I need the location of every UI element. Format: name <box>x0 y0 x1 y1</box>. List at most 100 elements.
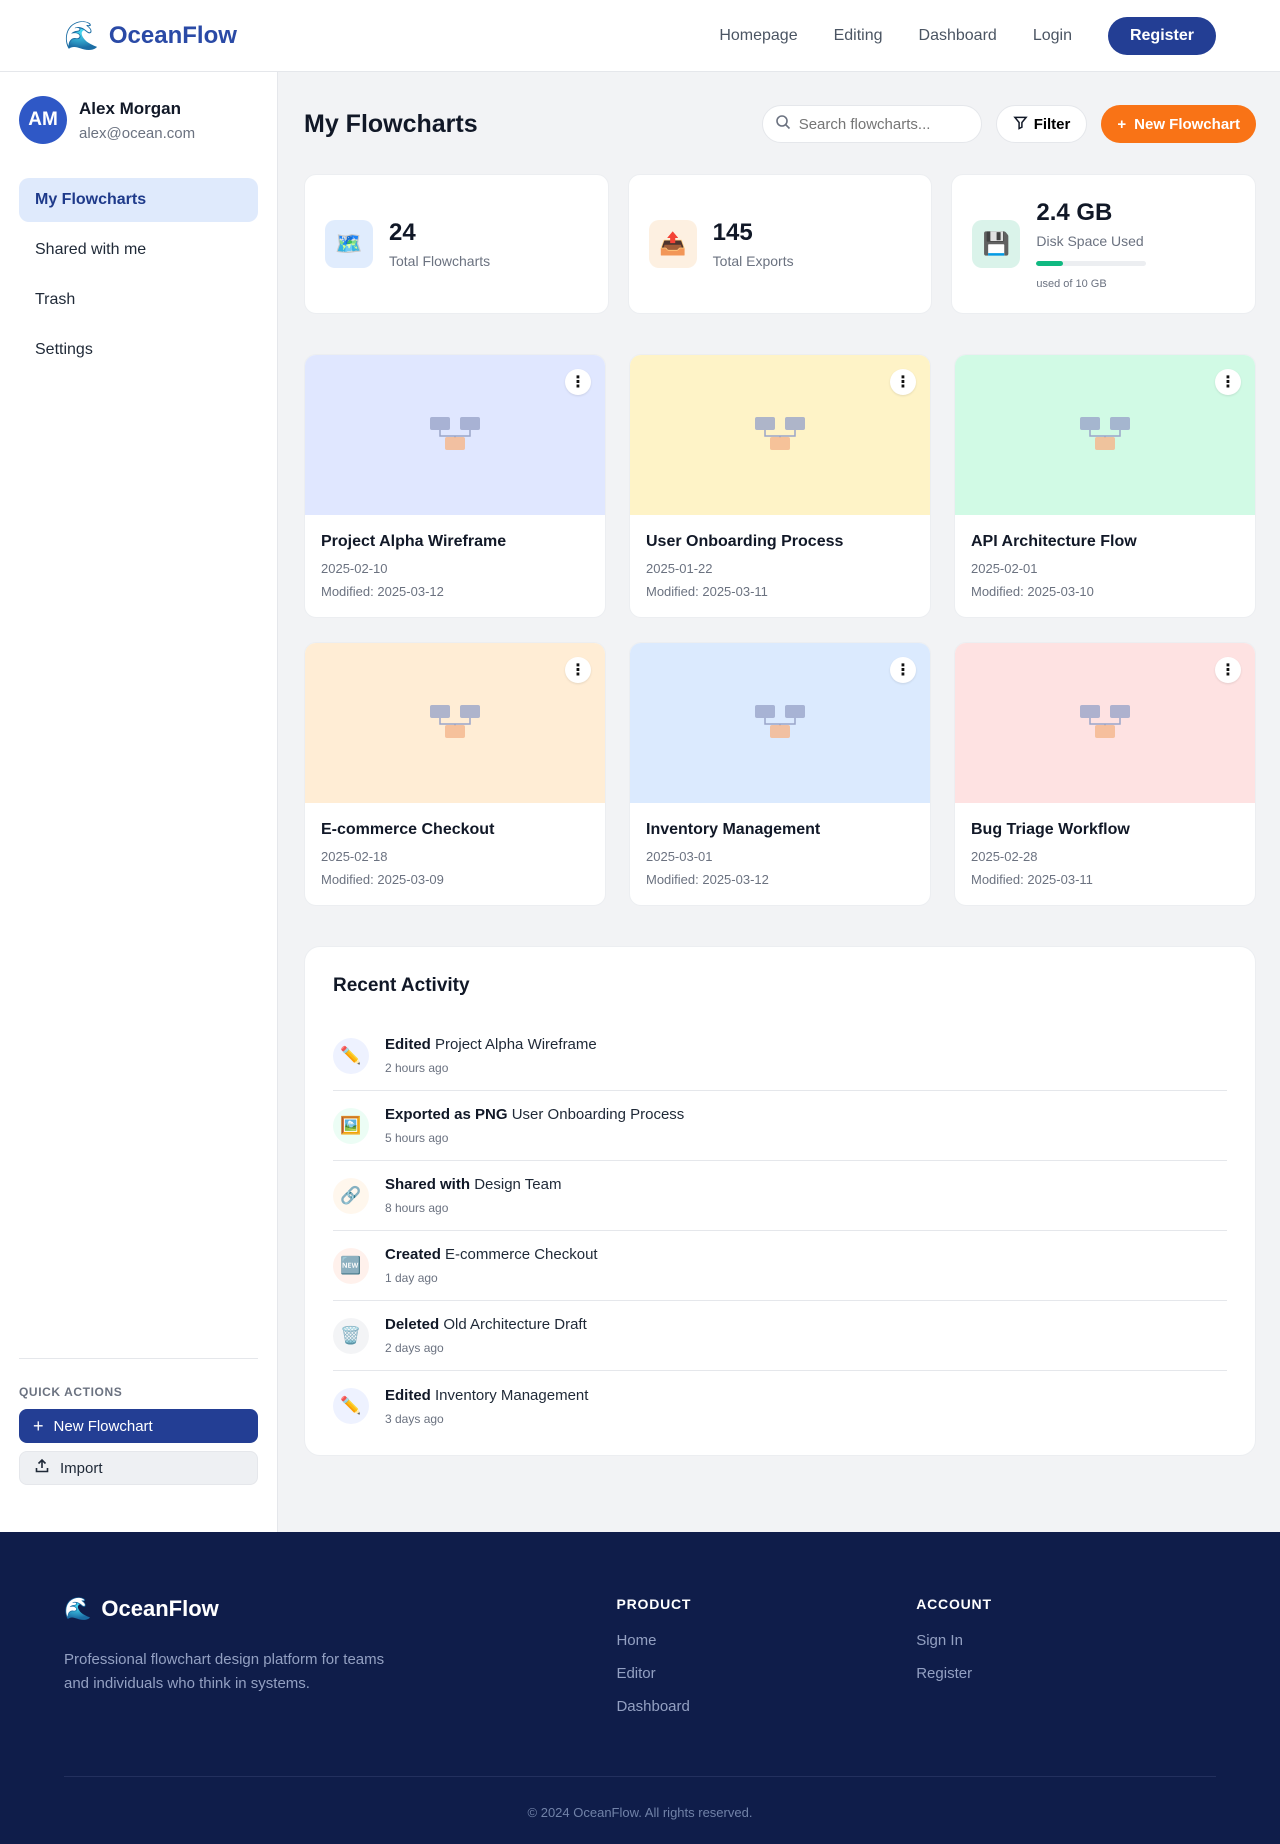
search-input[interactable] <box>798 115 959 133</box>
activity-target: Inventory Management <box>435 1386 589 1404</box>
sidebar-item-settings[interactable]: Settings <box>35 341 93 358</box>
flowchart-thumbnail[interactable]: ⋮ <box>955 355 1255 515</box>
plus-icon: + <box>1117 115 1127 133</box>
quick-new-flowchart-button[interactable]: + New Flowchart <box>19 1409 258 1443</box>
activity-text: Edited Inventory Management <box>385 1387 588 1404</box>
card-menu-button[interactable]: ⋮ <box>1215 657 1241 683</box>
nav-link-editing[interactable]: Editing <box>833 26 883 44</box>
quick-import-button[interactable]: Import <box>19 1451 258 1485</box>
activity-target: Project Alpha Wireframe <box>435 1036 597 1053</box>
card-menu-button[interactable]: ⋮ <box>565 369 591 395</box>
card-menu-button[interactable]: ⋮ <box>890 657 916 683</box>
activity-item[interactable]: ✏️ Edited Inventory Management 3 days ag… <box>333 1371 1227 1441</box>
flowchart-diagram-icon <box>1079 415 1131 456</box>
footer-link-home[interactable]: Home <box>616 1632 657 1649</box>
user-name: Alex Morgan <box>79 98 182 118</box>
sidebar-nav: My Flowcharts Shared with me Trash Setti… <box>19 178 258 372</box>
activity-list: ✏️ Edited Project Alpha Wireframe 2 hour… <box>333 1021 1227 1441</box>
activity-item[interactable]: 🆕 Created E-commerce Checkout 1 day ago <box>333 1231 1227 1301</box>
stat-label: Total Exports <box>712 253 794 269</box>
stat-label: Total Flowcharts <box>389 253 491 269</box>
footer-brand-name: OceanFlow <box>101 1596 219 1621</box>
top-navbar: 🌊 OceanFlow Homepage Editing Dashboard L… <box>0 0 1280 72</box>
register-button[interactable]: Register <box>1107 16 1216 55</box>
brand-logo[interactable]: 🌊 OceanFlow <box>64 19 237 52</box>
activity-item[interactable]: 🖼️ Exported as PNG User Onboarding Proce… <box>333 1091 1227 1161</box>
footer-product-title: PRODUCT <box>616 1596 692 1612</box>
brand-name: OceanFlow <box>108 21 237 49</box>
sidebar-item-trash[interactable]: Trash <box>35 291 76 308</box>
footer-copyright: © 2024 OceanFlow. All rights reserved. <box>64 1776 1216 1820</box>
pencil-icon: ✏️ <box>333 1037 369 1074</box>
card-date: 2025-02-18 <box>321 849 388 864</box>
stat-value: 145 <box>712 219 753 246</box>
pencil-icon: ✏️ <box>333 1388 369 1424</box>
activity-text: Deleted Old Architecture Draft <box>385 1316 587 1333</box>
activity-item[interactable]: ✏️ Edited Project Alpha Wireframe 2 hour… <box>333 1021 1227 1091</box>
stat-value: 24 <box>389 219 416 246</box>
flowchart-thumbnail[interactable]: ⋮ <box>630 643 930 803</box>
footer-link-sign-in[interactable]: Sign In <box>916 1632 963 1649</box>
page-title: My Flowcharts <box>304 109 478 138</box>
footer-link-register[interactable]: Register <box>916 1665 973 1682</box>
activity-target: Design Team <box>474 1176 562 1193</box>
flowchart-thumbnail[interactable]: ⋮ <box>630 355 930 515</box>
search-box[interactable] <box>761 105 982 143</box>
wave-icon: 🌊 <box>64 1596 92 1621</box>
card-title[interactable]: API Architecture Flow <box>971 533 1137 550</box>
flowchart-card[interactable]: ⋮ E-commerce Checkout 2025-02-18 Modifie… <box>304 642 606 906</box>
activity-text: Edited Project Alpha Wireframe <box>385 1036 597 1053</box>
card-menu-button[interactable]: ⋮ <box>565 657 591 683</box>
card-title[interactable]: Inventory Management <box>646 821 821 838</box>
filter-icon <box>1012 115 1028 134</box>
activity-target: E-commerce Checkout <box>445 1246 598 1263</box>
flowchart-diagram-icon <box>754 703 806 744</box>
search-icon <box>775 114 791 134</box>
page-layout: AM Alex Morgan alex@ocean.com My Flowcha… <box>0 72 1280 1532</box>
card-modified: Modified: 2025-03-12 <box>646 872 769 887</box>
card-modified: Modified: 2025-03-11 <box>646 584 768 599</box>
activity-action: Edited <box>385 1036 431 1053</box>
nav-link-dashboard[interactable]: Dashboard <box>918 26 997 44</box>
sidebar-item-my-flowcharts[interactable]: My Flowcharts <box>19 178 258 222</box>
flowchart-grid: ⋮ Project Alpha Wireframe 2025-02-10 Mod… <box>304 354 1256 906</box>
card-title[interactable]: Project Alpha Wireframe <box>321 533 507 550</box>
card-modified: Modified: 2025-03-11 <box>971 872 1093 887</box>
card-date: 2025-02-28 <box>971 849 1038 864</box>
flowchart-card[interactable]: ⋮ Project Alpha Wireframe 2025-02-10 Mod… <box>304 354 606 618</box>
activity-item[interactable]: 🔗 Shared with Design Team 8 hours ago <box>333 1161 1227 1231</box>
card-date: 2025-03-01 <box>646 849 713 864</box>
card-date: 2025-01-22 <box>646 561 713 576</box>
new-flowchart-button[interactable]: + New Flowchart <box>1101 105 1256 143</box>
flowchart-diagram-icon <box>754 415 806 456</box>
card-title[interactable]: Bug Triage Workflow <box>971 821 1130 838</box>
activity-item[interactable]: 🗑️ Deleted Old Architecture Draft 2 days… <box>333 1301 1227 1371</box>
card-modified: Modified: 2025-03-12 <box>321 584 444 599</box>
footer: 🌊 OceanFlow Professional flowchart desig… <box>0 1532 1280 1844</box>
activity-text: Shared with Design Team <box>385 1176 561 1193</box>
sidebar-item-shared-with-me[interactable]: Shared with me <box>35 241 147 258</box>
flowchart-card[interactable]: ⋮ Bug Triage Workflow 2025-02-28 Modifie… <box>954 642 1256 906</box>
card-date: 2025-02-01 <box>971 561 1038 576</box>
plus-icon: + <box>33 1415 44 1436</box>
picture-icon: 🖼️ <box>333 1107 369 1144</box>
flowchart-card[interactable]: ⋮ API Architecture Flow 2025-02-01 Modif… <box>954 354 1256 618</box>
flowchart-card[interactable]: ⋮ Inventory Management 2025-03-01 Modifi… <box>629 642 931 906</box>
nav-link-login[interactable]: Login <box>1032 26 1072 44</box>
footer-link-dashboard[interactable]: Dashboard <box>616 1698 690 1715</box>
flowchart-thumbnail[interactable]: ⋮ <box>955 643 1255 803</box>
flowchart-thumbnail[interactable]: ⋮ <box>305 643 605 803</box>
flowchart-thumbnail[interactable]: ⋮ <box>305 355 605 515</box>
footer-link-editor[interactable]: Editor <box>616 1665 656 1682</box>
user-profile: AM Alex Morgan alex@ocean.com <box>19 96 258 144</box>
footer-logo[interactable]: 🌊 OceanFlow <box>64 1596 616 1622</box>
filter-button[interactable]: Filter <box>995 105 1088 143</box>
card-menu-button[interactable]: ⋮ <box>890 369 916 395</box>
card-menu-button[interactable]: ⋮ <box>1215 369 1241 395</box>
activity-action: Shared with <box>385 1176 471 1193</box>
avatar[interactable]: AM <box>19 96 67 144</box>
card-title[interactable]: User Onboarding Process <box>646 533 844 550</box>
nav-link-homepage[interactable]: Homepage <box>719 26 798 44</box>
card-title[interactable]: E-commerce Checkout <box>321 821 495 838</box>
flowchart-card[interactable]: ⋮ User Onboarding Process 2025-01-22 Mod… <box>629 354 931 618</box>
